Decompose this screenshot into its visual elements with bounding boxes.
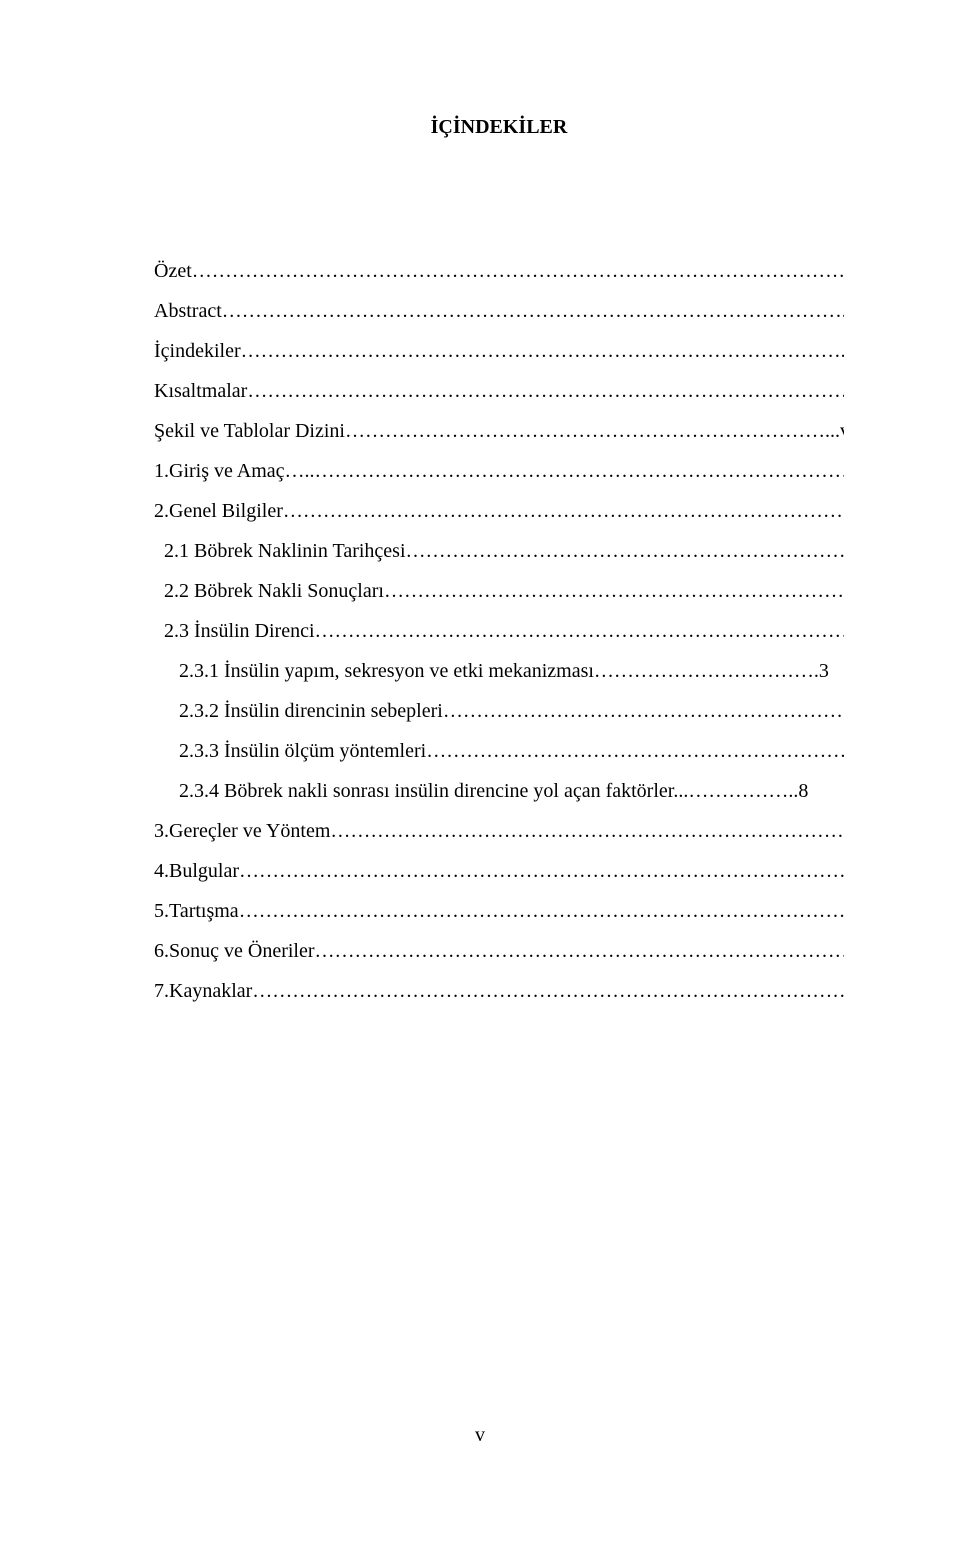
toc-entry: 2.2 Böbrek Nakli Sonuçları……………………………………… [154,571,844,611]
toc-entry: 6.Sonuç ve Öneriler………………………………………………………… [154,931,844,971]
toc-label: 6.Sonuç ve Öneriler [154,940,315,962]
page-number: v [0,1424,960,1447]
toc-label: 2.3.2 İnsülin direncinin sebepleri [154,700,443,722]
toc-label: Şekil ve Tablolar Dizini [154,420,345,442]
toc-leader: ……………………………………………………………….. [384,580,844,602]
toc-label: 2.3.3 İnsülin ölçüm yöntemleri [154,740,426,762]
toc-entry: 4.Bulgular………………………………………………………………………………… [154,851,844,891]
toc-label: 2.3.1 İnsülin yapım, sekresyon ve etki m… [154,660,594,682]
toc-page: 8 [798,780,808,802]
toc-label: Abstract [154,300,222,322]
toc-entry: 2.3 İnsülin Direnci………………………………………………………… [154,611,844,651]
toc-label: Özet [154,260,192,282]
toc-label: İçindekiler [154,340,241,362]
toc-label: 2.2 Böbrek Nakli Sonuçları [154,580,384,602]
toc-leader: …..………………………………………………………………………. [285,460,844,482]
toc-label: 2.3 İnsülin Direnci [154,620,315,642]
toc-entry: 2.Genel Bilgiler………………………………………………………………… [154,491,844,531]
page-title: İÇİNDEKİLER [154,116,844,139]
toc-entry: 7.Kaynaklar……………………………………………………………………………… [154,971,844,1011]
toc-leader: …………………………………………………………………………..... [283,500,844,522]
toc-entry: 2.3.3 İnsülin ölçüm yöntemleri…………………………… [154,731,844,771]
toc-entry: 2.3.4 Böbrek nakli sonrası insülin diren… [154,771,844,811]
toc-entry: 2.3.2 İnsülin direncinin sebepleri………………… [154,691,844,731]
toc-leader: …………………………………………………………………………………..... [239,860,844,882]
toc-leader: ……………………………………………………………………………… [247,380,844,402]
toc-label: 2.Genel Bilgiler [154,500,283,522]
toc-entry: Kısaltmalar……………………………………………………………………………… [154,371,844,411]
toc-label: 3.Gereçler ve Yöntem [154,820,330,842]
spacer [154,211,844,251]
toc-label: 4.Bulgular [154,860,239,882]
toc-leader: …………………………………………………………. [426,740,844,762]
toc-entry: Özet……………………………………………………………………………………….iv [154,251,844,291]
toc-leader: ………………………………………………………………………….. [315,940,844,962]
toc-entry: 1.Giriş ve Amaç…..…………………………………………………………… [154,451,844,491]
toc-entry: 2.3.1 İnsülin yapım, sekresyon ve etki m… [154,651,844,691]
toc-leader: ………………………………………………………………………... [315,620,844,642]
toc-label: 7.Kaynaklar [154,980,252,1002]
toc-leader: …………………………………………………………………….. [330,820,844,842]
toc-page: 3 [819,660,829,682]
toc-leader: ……………………………………………………………………………….. [241,340,844,362]
toc-entry: Abstract………………………………………………………………………………….… [154,291,844,331]
toc-leader: ………………………………………………………………... [345,420,840,442]
toc-leader: ……………………………. [594,660,819,682]
toc-label: 2.3.4 Böbrek nakli sonrası insülin diren… [154,780,673,802]
toc-leader: …………………………………………………………………………………….. [252,980,844,1002]
toc-page: viii [840,420,844,442]
toc-entry: İçindekiler……………………………………………………………………………… [154,331,844,371]
toc-label: 5.Tartışma [154,900,239,922]
toc-leader: ...…………….. [673,780,798,802]
toc-label: 1.Giriş ve Amaç [154,460,285,482]
toc-leader: ………………………………………………………………………………………. [192,260,844,282]
toc-entry: 3.Gereçler ve Yöntem……………………………………………………… [154,811,844,851]
toc-entry: Şekil ve Tablolar Dizini…………………………………………… [154,411,844,451]
toc-container: Özet……………………………………………………………………………………….iv… [154,251,844,1011]
toc-entry: 2.1 Böbrek Naklinin Tarihçesi……………………………… [154,531,844,571]
toc-label: Kısaltmalar [154,380,247,402]
toc-leader: …………………………………………………………………………………... [222,300,844,322]
toc-leader: …………………………………………………………... [406,540,844,562]
toc-entry: 5.Tartışma………………………………………………………………………………… [154,891,844,931]
toc-leader: …………………………………………………………………………………….. [239,900,844,922]
toc-leader: ……………………………………………………… [443,700,844,722]
toc-label: 2.1 Böbrek Naklinin Tarihçesi [154,540,406,562]
